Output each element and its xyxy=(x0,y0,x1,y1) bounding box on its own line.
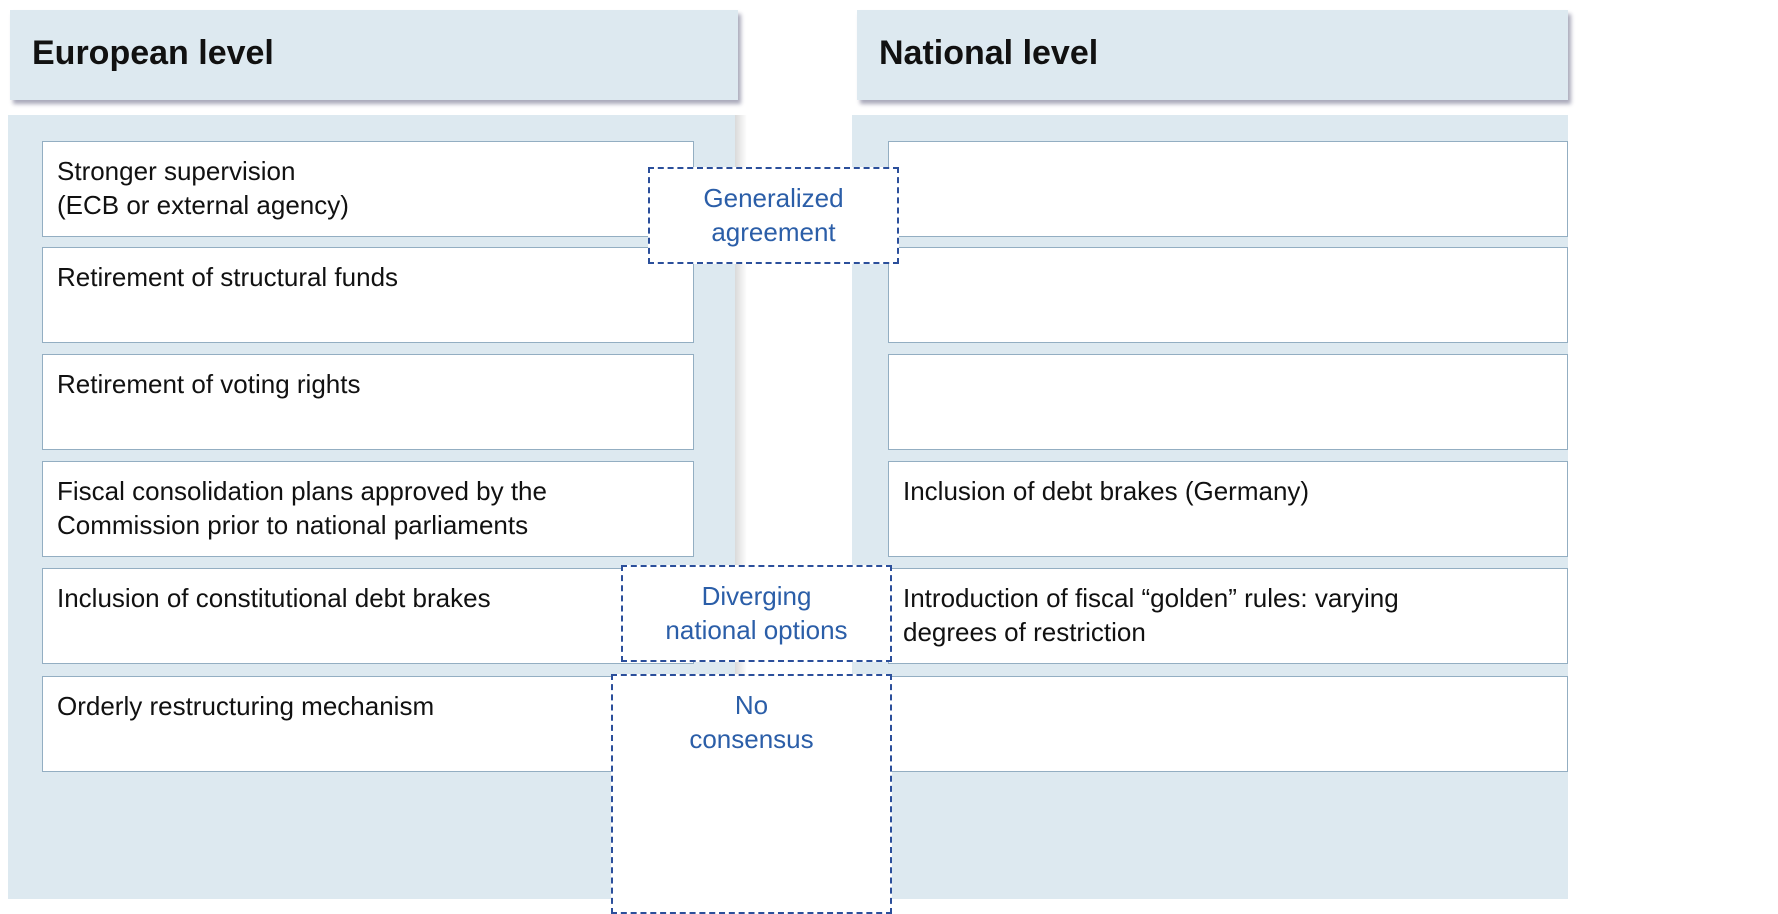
measure-box: Stronger supervision (ECB or external ag… xyxy=(42,141,694,237)
measure-box: Orderly restructuring mechanism xyxy=(42,676,694,772)
column-header: European level xyxy=(10,10,738,100)
measure-box: Retirement of voting rights xyxy=(42,354,694,450)
consensus-label: No consensus xyxy=(611,674,892,914)
measure-box: Retirement of structural funds xyxy=(42,247,694,343)
empty-box xyxy=(888,141,1568,237)
empty-box xyxy=(888,247,1568,343)
consensus-label: Diverging national options xyxy=(621,565,892,662)
measure-box: Introduction of fiscal “golden” rules: v… xyxy=(888,568,1568,664)
empty-box xyxy=(888,676,1568,772)
empty-box xyxy=(888,354,1568,450)
measure-box: Fiscal consolidation plans approved by t… xyxy=(42,461,694,557)
measure-box: Inclusion of constitutional debt brakes xyxy=(42,568,694,664)
column-header: National level xyxy=(857,10,1568,100)
consensus-label: Generalized agreement xyxy=(648,167,899,264)
measure-box: Inclusion of debt brakes (Germany) xyxy=(888,461,1568,557)
